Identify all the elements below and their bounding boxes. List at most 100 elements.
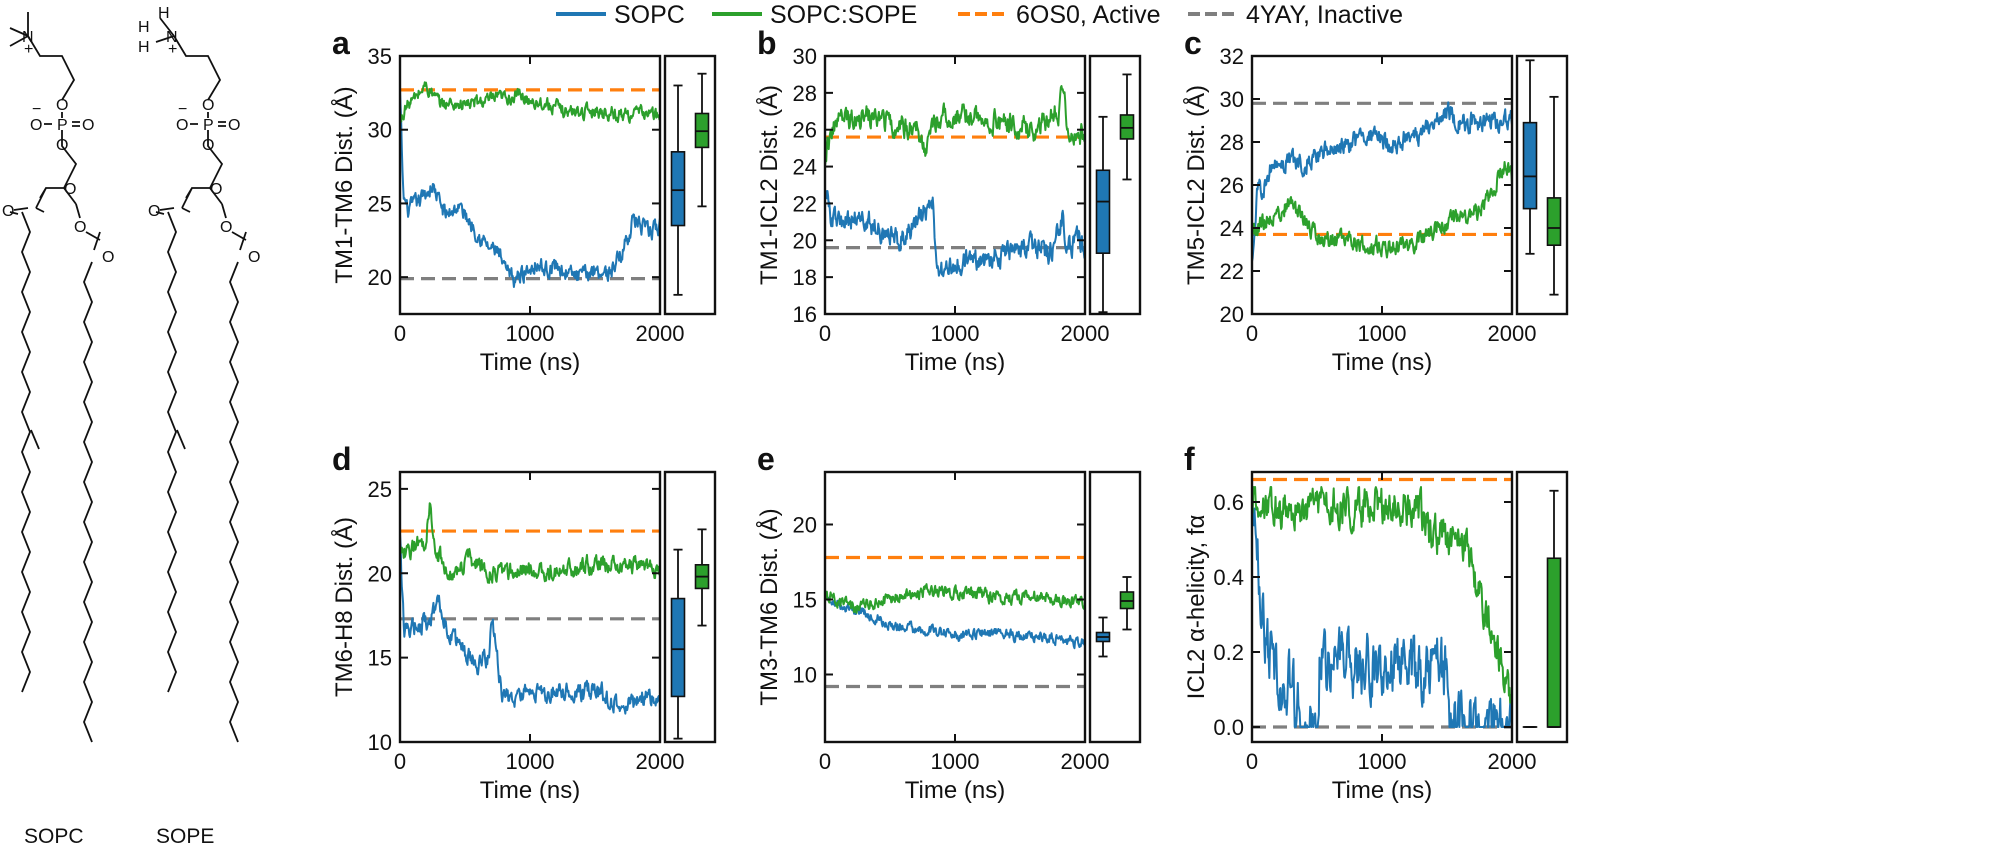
boxplot-frame xyxy=(663,470,717,744)
box-body-sopc-sope xyxy=(1119,114,1135,140)
sope-o-sn1: O xyxy=(220,219,232,236)
panel-a: 20 25 30 35 0 1000 2000 Time (ns) TM1-TM6 Dist. … xyxy=(330,25,717,376)
sopc-name: SOPC xyxy=(24,825,84,848)
y-tick-label: 30 xyxy=(368,118,392,143)
plot-frame xyxy=(823,470,1087,744)
boxplot-f xyxy=(1515,470,1569,744)
sope-name: SOPE xyxy=(156,825,214,848)
y-tick-label: 16 xyxy=(793,302,817,327)
sopc-n-atom: N xyxy=(22,29,34,46)
series-line-sopc xyxy=(1252,101,1512,262)
y-tick-label: 20 xyxy=(368,265,392,290)
x-tick-label: 1000 xyxy=(1358,321,1407,346)
sopc-o-carbonyl2: O xyxy=(102,249,114,266)
sopc-n-charge: + xyxy=(24,41,33,58)
sopc-minus-sign: − xyxy=(32,101,41,118)
x-tick-label: 0 xyxy=(819,749,831,774)
sope-o-sn2: O xyxy=(210,181,222,198)
y-tick-label: 30 xyxy=(1220,87,1244,112)
panel-letter: b xyxy=(757,25,777,61)
y-tick-label: 35 xyxy=(368,44,392,69)
box-body-sopc xyxy=(670,151,686,227)
x-axis-label: Time (ns) xyxy=(905,349,1005,376)
sope-o-carbonyl2: O xyxy=(248,249,260,266)
sope-structure xyxy=(155,17,247,743)
legend-label-4yay: 4YAY, Inactive xyxy=(1246,1,1403,29)
sopc-o-minus: O xyxy=(30,117,42,134)
y-tick-label: 26 xyxy=(793,118,817,143)
legend: SOPC SOPC:SOPE 6OS0, Active 4YAY, Inacti… xyxy=(556,1,1403,29)
y-tick-label: 20 xyxy=(793,513,817,538)
y-tick-label: 0.0 xyxy=(1213,715,1244,740)
x-axis-label: Time (ns) xyxy=(1332,349,1432,376)
x-tick-label: 0 xyxy=(394,749,406,774)
panel-letter: d xyxy=(332,441,352,477)
x-tick-label: 1000 xyxy=(506,749,555,774)
y-tick-label: 18 xyxy=(793,265,817,290)
y-tick-label: 25 xyxy=(368,477,392,502)
y-tick-label: 15 xyxy=(368,646,392,671)
y-tick-label: 26 xyxy=(1220,173,1244,198)
box-body-sopc xyxy=(1095,169,1111,254)
x-tick-label: 1000 xyxy=(506,321,555,346)
y-tick-label: 25 xyxy=(368,191,392,216)
y-tick-label: 0.2 xyxy=(1213,640,1244,665)
sope-n-atom: N xyxy=(166,29,178,46)
lipid-structures xyxy=(9,12,247,743)
panel-letter: a xyxy=(332,25,350,61)
y-tick-label: 32 xyxy=(1220,44,1244,69)
boxplot-frame xyxy=(1515,470,1569,744)
plot-frame xyxy=(823,54,1087,316)
panel-c: 20 22 24 26 28 30 32 0 1000 2000 Time (ns) TM5-ICL2… xyxy=(1182,25,1569,376)
series-line-sopc-sope xyxy=(1252,486,1512,704)
boxplot-a xyxy=(663,54,717,316)
box-body-sopc-sope xyxy=(1546,557,1562,728)
panel-f: 0.0 0.2 0.4 0.6 0 1000 2000 Time (ns) ICL2 α-hel… xyxy=(1183,441,1569,804)
structure-labels: N + O P O − O O O O O O H H N H + O P O … xyxy=(2,5,260,848)
panel-letter: e xyxy=(757,441,775,477)
sopc-o-ester: O xyxy=(56,97,68,114)
sopc-o-glycerol: O xyxy=(56,137,68,154)
panel-letter: f xyxy=(1184,441,1195,477)
y-axis-label: TM1-ICL2 Dist. (Å) xyxy=(755,85,783,285)
sope-o-carbonyl1: O xyxy=(148,203,160,220)
series-line-sopc xyxy=(400,90,660,289)
y-tick-label: 28 xyxy=(1220,130,1244,155)
y-tick-label: 15 xyxy=(793,588,817,613)
series-line-sopc-sope xyxy=(825,85,1085,166)
x-tick-label: 2000 xyxy=(1061,321,1110,346)
y-axis-label: TM6-H8 Dist. (Å) xyxy=(330,517,358,697)
panel-letter: c xyxy=(1184,25,1202,61)
series-line-sopc-sope xyxy=(400,502,660,584)
y-axis-label: TM5-ICL2 Dist. (Å) xyxy=(1182,85,1210,285)
y-tick-label: 22 xyxy=(793,191,817,216)
y-axis-label: TM1-TM6 Dist. (Å) xyxy=(330,86,358,283)
y-tick-label: 0.6 xyxy=(1213,490,1244,515)
x-tick-label: 0 xyxy=(1246,321,1258,346)
x-tick-label: 2000 xyxy=(636,749,685,774)
y-tick-label: 28 xyxy=(793,81,817,106)
sope-h-left-bottom: H xyxy=(138,39,150,56)
sope-o-glycerol: O xyxy=(202,137,214,154)
series-line-sopc xyxy=(1252,496,1512,728)
x-tick-label: 0 xyxy=(394,321,406,346)
series-line-sopc xyxy=(400,534,660,715)
sope-p-atom: P xyxy=(203,117,214,134)
x-tick-label: 0 xyxy=(819,321,831,346)
series-line-sopc-sope xyxy=(825,583,1085,614)
box-body-sopc xyxy=(670,597,686,698)
y-tick-label: 20 xyxy=(368,561,392,586)
y-axis-label: TM3-TM6 Dist. (Å) xyxy=(755,508,783,705)
box-body-sopc xyxy=(1522,121,1538,210)
legend-label-sopc-sope: SOPC:SOPE xyxy=(770,1,917,29)
sopc-o-double: O xyxy=(82,117,94,134)
x-axis-label: Time (ns) xyxy=(905,777,1005,804)
boxplot-d xyxy=(663,470,717,744)
sopc-o-sn1: O xyxy=(74,219,86,236)
x-tick-label: 2000 xyxy=(1488,321,1537,346)
y-tick-label: 20 xyxy=(793,228,817,253)
series-line-sopc-sope xyxy=(1252,161,1512,259)
series-line-sopc xyxy=(825,594,1085,650)
